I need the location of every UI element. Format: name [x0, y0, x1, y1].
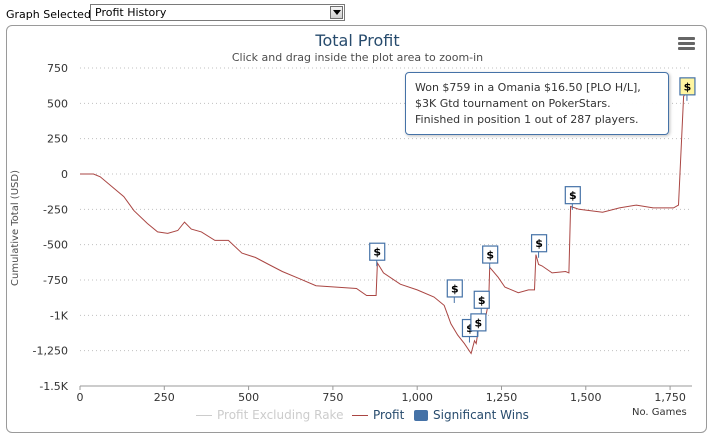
y-tick-label: -250 [43, 203, 68, 216]
significant-wins-series: $$$ $$$$$$ [369, 77, 696, 343]
y-tick-label: -1.5K [39, 380, 68, 393]
x-tick-label: 500 [238, 391, 259, 404]
tooltip-line: Won $759 in a Omania $16.50 [PLO H/L], [415, 81, 641, 94]
y-tick-label: 500 [47, 97, 68, 110]
y-tick-label: -1,250 [33, 345, 68, 358]
flag-box [679, 77, 696, 96]
significant-win-flag[interactable]: $ [564, 186, 581, 210]
profit-line[interactable] [80, 91, 688, 355]
flag-label: $ [569, 189, 577, 202]
flag-box [446, 279, 463, 298]
legend-significant-wins[interactable]: Significant Wins [414, 406, 529, 424]
flag-box [564, 186, 581, 205]
flag-box [473, 290, 490, 309]
x-tick-label: 1,500 [570, 391, 602, 404]
x-tick-label: 1,750 [654, 391, 686, 404]
flag-label: $ [535, 237, 543, 250]
significant-win-flag[interactable]: $ [369, 242, 386, 267]
legend-label: Significant Wins [433, 408, 529, 422]
y-tick-label: 750 [47, 62, 68, 75]
flag-box [369, 242, 386, 261]
x-tick-label: 250 [154, 391, 175, 404]
y-tick-label: 250 [47, 133, 68, 146]
tooltip-line: $3K Gtd tournament on PokerStars. [415, 97, 611, 110]
y-tick-label: -1K [50, 309, 69, 322]
flag-label: $ [486, 249, 494, 262]
significant-win-flag[interactable]: $ [473, 290, 490, 315]
x-axis-title: No. Games [632, 407, 687, 418]
legend-label: Profit [373, 408, 405, 422]
flag-label: $ [373, 246, 381, 259]
tooltip-line: Finished in position 1 out of 287 player… [415, 113, 639, 126]
flag-box [482, 245, 499, 264]
win-tooltip: Won $759 in a Omania $16.50 [PLO H/L], $… [405, 72, 669, 135]
chevron-down-icon[interactable] [330, 6, 343, 19]
flag-label: $ [475, 316, 483, 329]
graph-selector-label: Graph Selected: [6, 4, 95, 24]
chart-title: Total Profit [315, 31, 400, 50]
chart-subtitle: Click and drag inside the plot area to z… [231, 51, 484, 64]
x-axis-ticks: 0 250 500 750 1,000 1,250 1,500 1,750 [77, 385, 692, 404]
x-tick-label: 1,000 [401, 391, 433, 404]
flag-label: $ [451, 282, 459, 295]
x-tick-label: 1,250 [486, 391, 518, 404]
flag-marker-icon [414, 409, 428, 421]
x-tick-label: 0 [77, 391, 84, 404]
legend-label: Profit Excluding Rake [217, 408, 344, 422]
significant-win-flag[interactable]: $ [482, 245, 499, 270]
legend-profit[interactable]: Profit [352, 406, 404, 424]
flag-label: $ [684, 80, 692, 93]
legend-line-marker [352, 414, 368, 416]
graph-selected-label: Graph Selected: [6, 7, 95, 21]
y-tick-label: -500 [43, 239, 68, 252]
flag-label: $ [478, 294, 486, 307]
y-tick-label: 0 [61, 168, 68, 181]
significant-win-flag[interactable]: $ [530, 234, 548, 258]
flag-box [530, 234, 548, 253]
x-tick-label: 750 [322, 391, 343, 404]
graph-select-value: Profit History [95, 6, 167, 19]
legend-profit-ex-rake[interactable]: Profit Excluding Rake [196, 406, 343, 424]
significant-win-flag[interactable]: $ [470, 313, 487, 337]
significant-win-flag[interactable]: $ [446, 279, 463, 303]
flag-label: $ [466, 322, 474, 335]
legend-line-marker [196, 414, 212, 416]
graph-select[interactable]: Profit History [90, 4, 345, 21]
profit-series [80, 91, 688, 355]
flag-box [470, 313, 487, 332]
y-tick-label: -750 [43, 274, 68, 287]
significant-win-flag[interactable]: $ [679, 77, 696, 101]
y-axis-ticks: 750 500 250 0 -250 -500 -750 -1K -1,250 -1.5K [33, 62, 69, 393]
y-axis-title: Cumulative Total (USD) [10, 170, 21, 286]
hamburger-menu-icon[interactable] [678, 37, 696, 51]
